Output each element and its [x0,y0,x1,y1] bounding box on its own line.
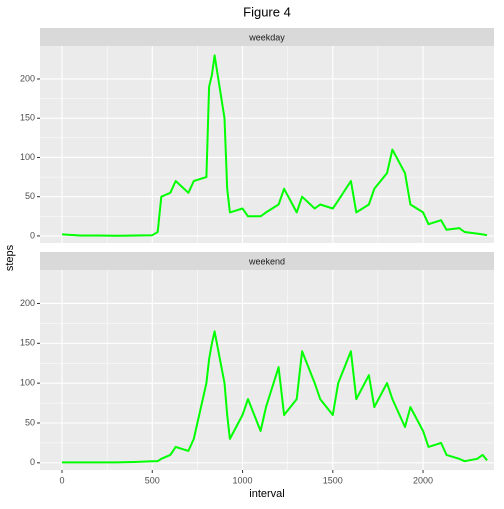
y-tick-label: 100 [20,378,35,388]
strip [40,28,494,46]
chart-title: Figure 4 [243,4,291,19]
x-tick-label: 1500 [323,475,343,485]
y-tick-label: 50 [25,417,35,427]
y-tick-label: 200 [20,298,35,308]
y-tick-label: 0 [30,457,35,467]
y-tick-label: 50 [25,191,35,201]
y-tick-label: 100 [20,152,35,162]
y-tick-label: 0 [30,230,35,240]
strip-label: weekday [248,32,285,42]
x-axis-label: interval [249,488,284,500]
y-tick-label: 150 [20,338,35,348]
data-line [61,54,488,237]
strip-label: weekend [248,256,285,266]
y-axis-label: steps [4,244,16,271]
strip [40,252,494,270]
x-tick-label: 0 [60,475,65,485]
y-tick-label: 200 [20,73,35,83]
panel [40,46,494,243]
x-tick-label: 500 [145,475,160,485]
data-line [62,330,488,464]
y-tick-label: 150 [20,113,35,123]
x-tick-label: 2000 [413,475,433,485]
x-tick-label: 1000 [233,475,253,485]
